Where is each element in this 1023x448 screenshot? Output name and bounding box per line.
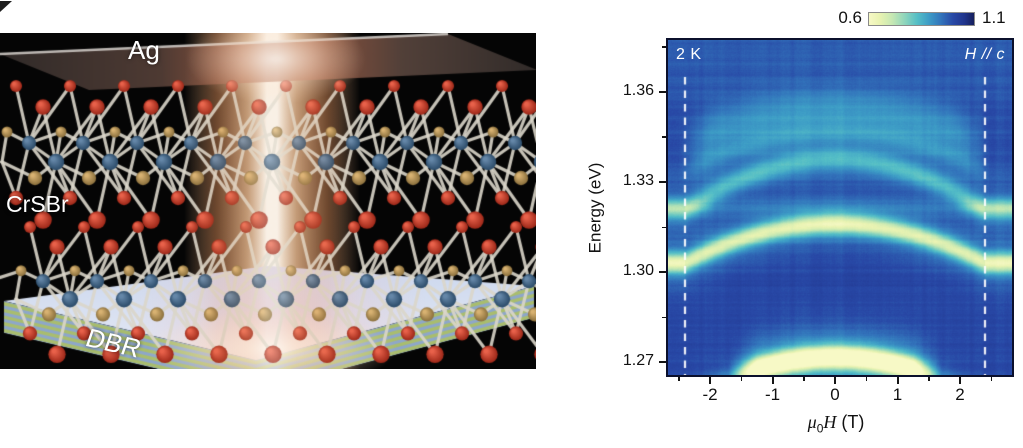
x-minor-tick	[803, 377, 805, 381]
field-units: (T)	[836, 412, 865, 432]
corner-mark	[0, 1, 12, 12]
x-tick	[771, 377, 774, 384]
microcavity-schematic: Ag CrSBr DBR	[0, 33, 536, 369]
field-symbol: H	[964, 46, 977, 63]
colorbar-min-label: 0.6	[838, 8, 862, 27]
y-minor-tick	[662, 226, 666, 228]
x-tick	[959, 377, 961, 384]
x-tick-label: 1	[892, 385, 903, 404]
y-tick	[659, 90, 666, 93]
x-axis-label: μ0H (T)	[761, 412, 911, 436]
y-minor-tick	[662, 46, 666, 48]
mirror-label: Ag	[128, 35, 160, 65]
y-tick-label: 1.27	[622, 352, 654, 370]
field-separator: //	[976, 46, 997, 63]
x-tick-label: 2	[955, 385, 965, 404]
x-tick	[896, 377, 899, 384]
schematic-canvas	[0, 33, 536, 369]
field-orientation-annotation: H // c	[965, 46, 1005, 64]
x-minor-tick	[865, 377, 868, 381]
y-tick-label: 1.33	[622, 171, 654, 189]
y-tick-label: 1.36	[622, 81, 654, 99]
x-minor-tick	[740, 377, 743, 381]
mu-symbol: μ	[807, 412, 817, 432]
colorbar-max-label: 1.1	[982, 8, 1006, 27]
x-tick	[834, 377, 836, 384]
x-minor-tick	[990, 377, 993, 381]
x-tick-label: 0	[830, 385, 840, 404]
y-minor-tick	[662, 136, 666, 138]
heatmap-canvas	[668, 40, 1012, 375]
x-tick-label: -1	[764, 385, 781, 404]
x-tick	[709, 377, 711, 384]
mu-subscript: 0	[816, 421, 824, 436]
y-tick	[659, 180, 666, 183]
colorbar	[868, 12, 975, 26]
field-axis: c	[996, 46, 1005, 63]
x-minor-tick	[928, 377, 930, 381]
heatmap-plot: 2 K H // c	[666, 38, 1014, 377]
field-h-symbol: H	[823, 412, 837, 432]
temperature-annotation: 2 K	[676, 46, 702, 63]
crystal-label: CrSBr	[6, 191, 69, 217]
x-minor-tick	[678, 377, 680, 381]
y-tick	[659, 271, 666, 274]
y-tick-label: 1.30	[622, 262, 654, 280]
y-axis-label: Energy (eV)	[585, 162, 605, 253]
y-tick	[659, 361, 666, 364]
x-tick-label: -2	[702, 385, 718, 404]
y-minor-tick	[662, 316, 666, 319]
